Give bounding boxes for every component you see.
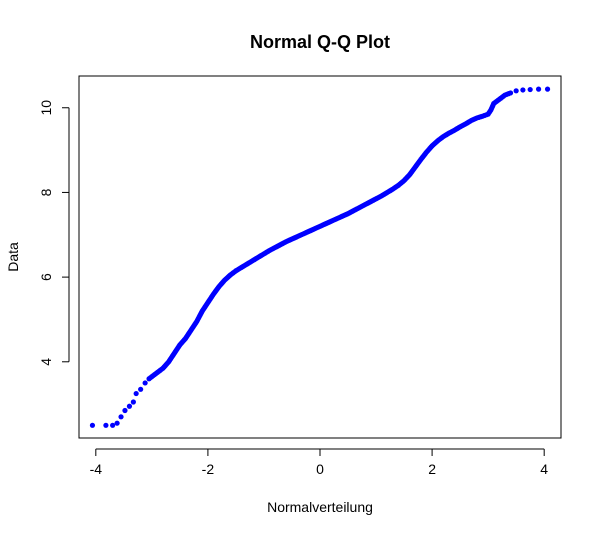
y-tick-label: 6 <box>38 273 54 281</box>
data-point <box>89 422 96 428</box>
data-point <box>130 399 136 405</box>
y-tick-label: 4 <box>38 358 54 366</box>
data-point <box>520 87 526 93</box>
y-axis: 4 6 8 10 <box>38 100 70 366</box>
y-tick-label: 10 <box>38 100 54 116</box>
data-point <box>110 422 116 428</box>
data-point <box>122 407 128 414</box>
data-point <box>118 414 124 420</box>
data-point <box>535 86 542 92</box>
chart-title: Normal Q-Q Plot <box>250 32 390 52</box>
x-tick-label: -4 <box>90 461 103 477</box>
data-point <box>527 86 533 93</box>
data-point <box>133 390 139 397</box>
data-point <box>142 380 148 386</box>
x-axis: -4 -2 0 2 4 <box>90 448 548 477</box>
x-tick-label: 0 <box>316 461 324 477</box>
x-tick-label: -2 <box>202 461 215 477</box>
data-point <box>114 420 120 426</box>
data-point <box>513 88 519 94</box>
plot-frame <box>78 75 562 439</box>
x-tick-label: 2 <box>428 461 436 477</box>
x-tick-label: 4 <box>540 461 548 477</box>
data-point <box>507 90 514 96</box>
data-point <box>544 86 551 92</box>
data-point <box>138 386 144 392</box>
x-axis-label: Normalverteilung <box>267 499 373 515</box>
y-axis-label: Data <box>5 242 21 272</box>
data-point <box>126 403 133 409</box>
data-point <box>103 422 109 428</box>
y-tick-label: 8 <box>38 188 54 196</box>
data-points <box>89 86 551 428</box>
